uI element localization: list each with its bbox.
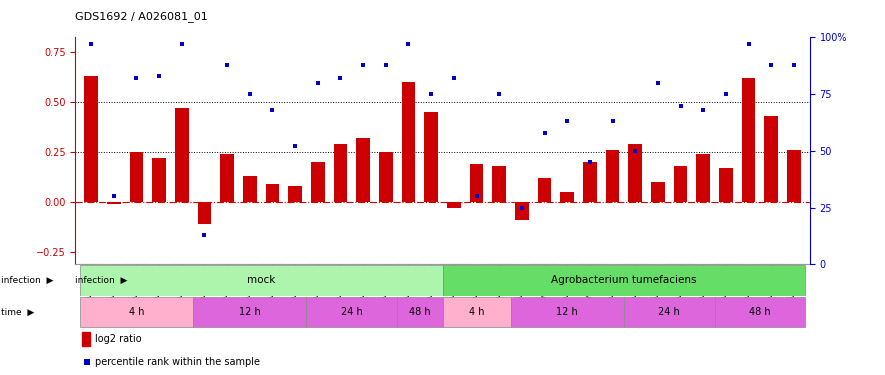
Bar bbox=[220, 154, 234, 202]
Bar bbox=[175, 108, 189, 202]
Text: infection  ▶: infection ▶ bbox=[75, 276, 127, 285]
Text: log2 ratio: log2 ratio bbox=[95, 334, 142, 344]
Bar bbox=[129, 152, 143, 202]
Bar bbox=[583, 162, 596, 202]
FancyBboxPatch shape bbox=[442, 265, 805, 296]
Bar bbox=[311, 162, 325, 202]
Text: percentile rank within the sample: percentile rank within the sample bbox=[95, 357, 259, 367]
FancyBboxPatch shape bbox=[80, 297, 193, 327]
FancyBboxPatch shape bbox=[714, 297, 805, 327]
Text: 24 h: 24 h bbox=[658, 307, 680, 317]
FancyBboxPatch shape bbox=[306, 297, 397, 327]
Text: 48 h: 48 h bbox=[409, 307, 431, 317]
Bar bbox=[243, 176, 257, 202]
Text: 12 h: 12 h bbox=[557, 307, 578, 317]
Bar bbox=[84, 76, 98, 202]
Bar bbox=[765, 116, 778, 202]
Text: mock: mock bbox=[247, 275, 275, 285]
Text: 4 h: 4 h bbox=[469, 307, 484, 317]
Bar bbox=[651, 182, 665, 202]
Bar bbox=[470, 164, 483, 202]
Bar bbox=[425, 112, 438, 202]
Text: time  ▶: time ▶ bbox=[1, 308, 35, 316]
FancyBboxPatch shape bbox=[511, 297, 624, 327]
Bar bbox=[357, 138, 370, 202]
FancyBboxPatch shape bbox=[193, 297, 306, 327]
Text: infection  ▶: infection ▶ bbox=[1, 276, 53, 285]
Text: Agrobacterium tumefaciens: Agrobacterium tumefaciens bbox=[551, 275, 696, 285]
Text: 4 h: 4 h bbox=[128, 307, 144, 317]
Bar bbox=[379, 152, 393, 202]
Bar bbox=[82, 333, 90, 346]
Bar bbox=[560, 192, 574, 202]
FancyBboxPatch shape bbox=[442, 297, 511, 327]
Bar bbox=[605, 150, 620, 202]
Bar bbox=[334, 144, 347, 202]
Text: 48 h: 48 h bbox=[749, 307, 771, 317]
Bar bbox=[673, 166, 688, 202]
Text: GDS1692 / A026081_01: GDS1692 / A026081_01 bbox=[75, 12, 208, 22]
Bar bbox=[447, 202, 460, 208]
Bar bbox=[515, 202, 528, 220]
Bar bbox=[628, 144, 642, 202]
Bar bbox=[197, 202, 212, 224]
FancyBboxPatch shape bbox=[80, 265, 442, 296]
Bar bbox=[787, 150, 801, 202]
Bar bbox=[492, 166, 506, 202]
Bar bbox=[720, 168, 733, 202]
Bar bbox=[152, 158, 165, 202]
FancyBboxPatch shape bbox=[624, 297, 714, 327]
Bar bbox=[402, 82, 415, 202]
Bar bbox=[696, 154, 710, 202]
Bar bbox=[289, 186, 302, 202]
Bar bbox=[742, 78, 756, 202]
Text: 12 h: 12 h bbox=[239, 307, 261, 317]
Bar bbox=[107, 202, 120, 204]
Text: 24 h: 24 h bbox=[341, 307, 363, 317]
FancyBboxPatch shape bbox=[397, 297, 442, 327]
Bar bbox=[538, 178, 551, 202]
Bar bbox=[266, 184, 280, 202]
